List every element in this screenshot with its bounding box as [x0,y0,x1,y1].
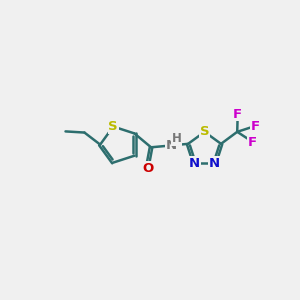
Text: F: F [233,107,242,121]
Text: N: N [209,157,220,170]
Text: S: S [108,120,118,133]
Text: H: H [172,133,182,146]
Text: N: N [166,139,177,152]
Text: F: F [251,120,260,133]
Text: N: N [189,157,200,170]
Text: S: S [200,125,209,138]
Text: O: O [142,162,153,175]
Text: F: F [248,136,257,149]
